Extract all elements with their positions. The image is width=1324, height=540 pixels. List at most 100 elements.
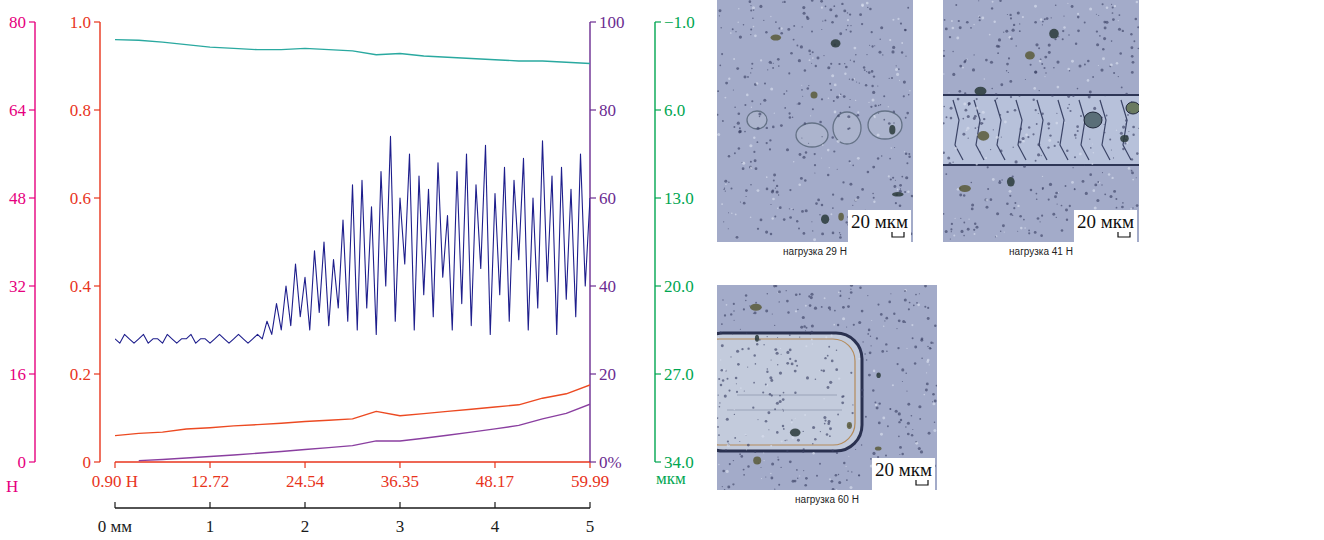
speckle: [1105, 21, 1108, 24]
speckle: [821, 306, 823, 308]
speckle: [730, 32, 732, 34]
speckle: [1068, 34, 1070, 36]
y-tick: [94, 109, 100, 110]
speckle: [1111, 149, 1112, 150]
speckle: [1130, 208, 1132, 210]
speckle: [806, 16, 809, 19]
groove: [727, 395, 842, 410]
speckle: [824, 423, 826, 425]
speckle: [774, 113, 775, 114]
speckle: [731, 212, 733, 214]
speckle: [974, 54, 975, 55]
x-tick: [114, 462, 115, 468]
speckle: [858, 321, 861, 324]
speckle: [1093, 107, 1096, 110]
grain: [811, 91, 818, 98]
speckle: [1078, 64, 1081, 67]
axes: [29, 22, 661, 508]
speckle: [1074, 188, 1076, 190]
speckle: [885, 455, 887, 457]
speckle: [914, 346, 917, 349]
speckle: [859, 82, 860, 83]
speckle: [973, 229, 975, 231]
speckle: [765, 476, 766, 477]
speckle: [811, 63, 812, 64]
speckle: [815, 65, 817, 67]
speckle: [1087, 79, 1090, 82]
speckle: [984, 78, 986, 80]
speckle: [755, 363, 757, 365]
speckle: [812, 452, 814, 454]
x-tick-label: 0 мм: [98, 517, 133, 536]
speckle: [971, 207, 974, 210]
speckle: [943, 55, 945, 57]
speckle: [831, 360, 834, 363]
speckle: [877, 157, 879, 159]
speckle: [893, 111, 895, 113]
speckle: [1102, 57, 1105, 60]
speckle: [806, 376, 809, 379]
speckle: [888, 106, 889, 107]
speckle: [740, 329, 741, 330]
speckle: [976, 226, 979, 229]
speckle: [1071, 60, 1074, 63]
speckle: [1054, 38, 1056, 40]
speckle: [811, 30, 813, 32]
speckle: [843, 462, 845, 464]
speckle: [726, 418, 729, 421]
speckle: [777, 457, 778, 458]
speckle: [1072, 94, 1075, 97]
speckle: [830, 89, 832, 91]
speckle: [914, 362, 916, 364]
speckle: [1113, 157, 1114, 158]
grain: [1049, 29, 1059, 39]
speckle: [820, 0, 823, 3]
speckle: [979, 113, 981, 115]
speckle: [839, 232, 840, 233]
speckle: [848, 456, 849, 457]
y-tick-label: 80: [9, 13, 26, 32]
speckle: [769, 139, 771, 141]
speckle: [839, 94, 841, 96]
speckle: [901, 51, 903, 53]
speckle: [932, 401, 933, 402]
speckle: [980, 152, 981, 153]
caption: нагрузка 29 Н: [783, 246, 847, 257]
speckle: [983, 118, 985, 120]
speckle: [796, 220, 798, 222]
speckle: [1099, 35, 1101, 37]
speckle: [739, 441, 740, 442]
speckle: [722, 120, 724, 122]
caption: нагрузка 60 Н: [795, 494, 859, 505]
speckle: [810, 115, 811, 116]
speckle: [1017, 205, 1019, 207]
speckle: [767, 336, 768, 337]
speckle: [849, 106, 851, 108]
scale-bar: [916, 480, 928, 485]
speckle: [1115, 198, 1117, 200]
speckle: [778, 290, 781, 293]
speckle: [912, 429, 913, 430]
speckle: [1034, 71, 1037, 74]
speckle: [809, 53, 811, 55]
speckle: [743, 202, 746, 205]
speckle: [911, 324, 913, 326]
speckle: [727, 444, 730, 447]
speckle: [800, 326, 803, 329]
speckle: [1025, 79, 1026, 80]
speckle: [753, 9, 755, 11]
speckle: [995, 93, 998, 96]
micrograph: 20 мкмнагрузка 60 Н: [697, 284, 938, 505]
micrograph-image: [717, 285, 937, 490]
speckle: [1087, 60, 1090, 63]
speckle: [885, 317, 888, 320]
speckle: [881, 155, 883, 157]
speckle: [722, 299, 723, 300]
speckle: [1065, 185, 1067, 187]
speckle: [904, 290, 906, 292]
speckle: [1017, 11, 1020, 14]
speckle: [1006, 63, 1009, 66]
y-tick-label: 0.4: [70, 277, 92, 296]
speckle: [829, 435, 831, 437]
speckle: [1047, 122, 1050, 125]
